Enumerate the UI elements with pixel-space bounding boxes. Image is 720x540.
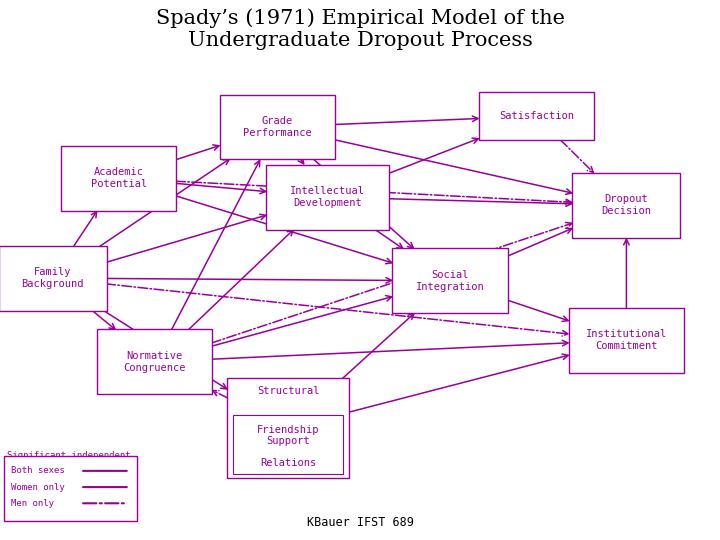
Text: Satisfaction: Satisfaction [499,111,574,121]
Text: Intellectual
Development: Intellectual Development [290,186,365,208]
Text: Friendship
Support: Friendship Support [257,424,319,446]
Text: Grade
Performance: Grade Performance [243,116,312,138]
FancyBboxPatch shape [4,456,137,521]
Text: Normative
Congruence: Normative Congruence [124,351,186,373]
Text: Men only: Men only [11,499,54,508]
Text: Academic
Potential: Academic Potential [91,167,147,189]
FancyBboxPatch shape [479,92,594,140]
FancyBboxPatch shape [572,173,680,238]
Text: Family
Background: Family Background [22,267,84,289]
Text: Structural: Structural [257,387,319,396]
FancyBboxPatch shape [220,94,335,159]
FancyBboxPatch shape [233,415,343,474]
FancyBboxPatch shape [0,246,107,310]
Text: Women only: Women only [11,483,65,491]
Text: Dropout
Decision: Dropout Decision [601,194,652,216]
FancyBboxPatch shape [392,248,508,313]
Text: Relations: Relations [260,458,316,468]
Text: Significant independent
      effects for:: Significant independent effects for: [6,451,130,470]
FancyBboxPatch shape [266,165,389,230]
Text: Spady’s (1971) Empirical Model of the
Undergraduate Dropout Process: Spady’s (1971) Empirical Model of the Un… [156,8,564,50]
FancyBboxPatch shape [569,308,684,373]
FancyBboxPatch shape [61,146,176,211]
Text: Social
Integration: Social Integration [415,270,485,292]
FancyBboxPatch shape [97,329,212,394]
FancyBboxPatch shape [227,378,349,478]
Text: Both sexes: Both sexes [11,467,65,475]
Text: KBauer IFST 689: KBauer IFST 689 [307,516,413,529]
Text: Institutional
Commitment: Institutional Commitment [586,329,667,351]
